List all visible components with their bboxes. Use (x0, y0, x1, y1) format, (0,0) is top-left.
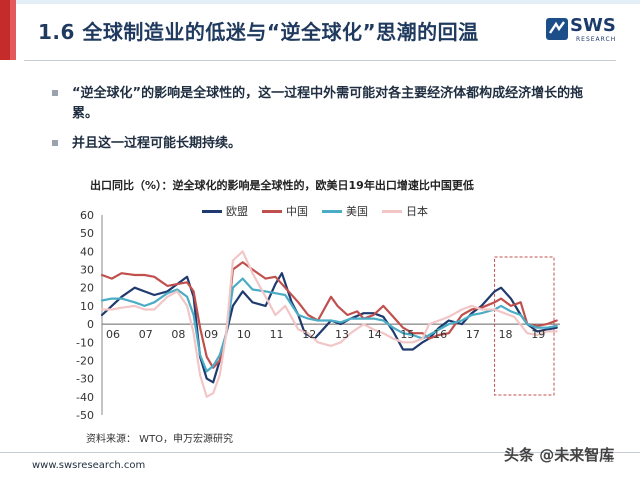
legend-swatch (382, 209, 402, 213)
bullet-icon (52, 90, 58, 96)
y-tick-label: 10 (80, 300, 94, 313)
page-number: 21 (604, 455, 615, 464)
y-tick-label: 50 (80, 227, 94, 240)
x-tick-label: 12 (302, 328, 316, 341)
sws-logo: SWS RESEARCH (546, 15, 626, 48)
y-tick-label: 0 (87, 318, 94, 331)
legend-label: 日本 (406, 205, 428, 218)
y-tick-label: -40 (76, 391, 94, 404)
x-tick-label: 08 (171, 328, 185, 341)
x-tick-label: 06 (106, 328, 120, 341)
series-line (100, 277, 558, 373)
watermark-text: 头条 @未来智库 (504, 446, 615, 464)
y-tick-label: -20 (76, 354, 94, 367)
x-tick-label: 19 (531, 328, 545, 341)
x-tick-label: 10 (237, 328, 251, 341)
export-growth-chart: 60 50 40 30 20 10 0 -10 -20 -30 -40 -50 06 07 08 09 10 11… (76, 209, 560, 422)
chart-title: 出口同比（%）：逆全球化的影响是全球性的，欧美日19年出口增速比中国更低 (90, 179, 474, 192)
source-note: 资料来源： WTO，申万宏源研究 (86, 434, 234, 445)
bullet-icon (52, 140, 58, 146)
footer-divider (0, 452, 640, 453)
x-tick-label: 15 (400, 328, 414, 341)
legend-item: 美国 (322, 203, 368, 219)
y-tick-label: 20 (80, 282, 94, 295)
footer-website-link[interactable]: www.swsresearch.com (32, 460, 146, 471)
highlight-box (494, 256, 555, 396)
y-tick-label: -30 (76, 373, 94, 386)
title-accent-stripe (0, 0, 16, 60)
y-tick-label: 40 (80, 245, 94, 258)
bullet-text: 并且这一过程可能长期持续。 (72, 136, 242, 151)
legend-swatch (322, 209, 342, 213)
series-line (100, 261, 558, 369)
sws-logo-icon (546, 18, 568, 40)
x-tick-label: 07 (139, 328, 153, 341)
series-line (100, 250, 558, 398)
logo-text: SWS (570, 15, 616, 36)
title-divider (24, 60, 616, 61)
y-tick-label: 30 (80, 264, 94, 277)
legend-label: 欧盟 (226, 205, 248, 218)
series-line (100, 272, 558, 384)
x-tick-label: 11 (270, 328, 284, 341)
x-tick-label: 09 (204, 328, 218, 341)
bullet-text: “逆全球化”的影响是全球性的，这一过程中外需可能对各主要经济体都构成经济增长的拖… (72, 86, 584, 121)
x-tick-label: 17 (466, 328, 480, 341)
x-tick-label: 18 (499, 328, 513, 341)
top-bar (0, 0, 640, 4)
bullet-item: 并且这一过程可能长期持续。 (52, 134, 592, 154)
x-tick-label: 13 (335, 328, 349, 341)
page-title: 1.6 全球制造业的低迷与“逆全球化”思潮的回温 (38, 20, 479, 44)
y-tick-label: -10 (76, 336, 94, 349)
x-tick-label: 14 (368, 328, 382, 341)
legend-swatch (262, 209, 282, 213)
legend-swatch (202, 209, 222, 213)
y-tick-label: -50 (76, 409, 94, 422)
chart-legend: 欧盟 中国 美国 日本 (202, 203, 428, 219)
x-tick-label: 16 (433, 328, 447, 341)
legend-item: 日本 (382, 203, 428, 219)
bullet-item: “逆全球化”的影响是全球性的，这一过程中外需可能对各主要经济体都构成经济增长的拖… (52, 84, 592, 124)
y-tick-label: 60 (80, 209, 94, 222)
logo-subtext: RESEARCH (576, 36, 617, 43)
legend-label: 美国 (346, 205, 368, 218)
legend-label: 中国 (286, 205, 308, 218)
legend-item: 欧盟 (202, 203, 248, 219)
legend-item: 中国 (262, 203, 308, 219)
